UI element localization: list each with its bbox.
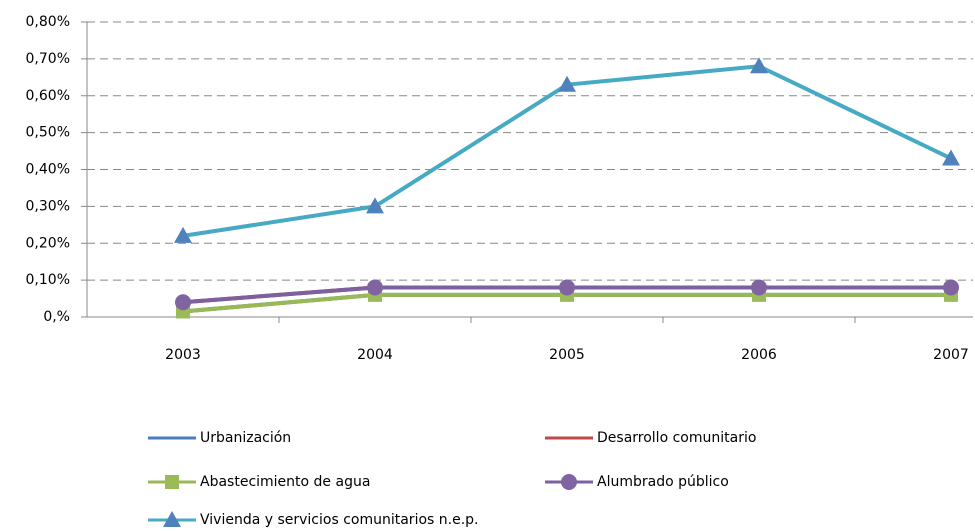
y-tick-label: 0,60% [26, 88, 70, 104]
marker [165, 475, 179, 489]
marker [367, 279, 383, 296]
marker [366, 197, 384, 214]
marker [943, 279, 959, 296]
y-tick-label: 0,70% [26, 51, 70, 67]
x-tick-label: 2007 [933, 347, 969, 363]
marker [174, 226, 192, 243]
x-tick-label: 2004 [357, 347, 393, 363]
y-tick-label: 0,30% [26, 198, 70, 214]
marker [561, 474, 577, 490]
x-tick-label: 2006 [741, 347, 777, 363]
x-tick-label: 2003 [165, 347, 201, 363]
marker [750, 57, 768, 74]
marker [942, 149, 960, 166]
legend-label: Desarrollo comunitario [597, 430, 756, 446]
marker [559, 279, 575, 296]
x-tick-label: 2005 [549, 347, 585, 363]
marker [163, 511, 181, 527]
legend-label: Urbanización [200, 430, 291, 446]
marker [175, 294, 191, 311]
legend-label: Alumbrado público [597, 474, 729, 490]
y-tick-label: 0,10% [26, 272, 70, 288]
y-tick-label: 0,80% [26, 14, 70, 30]
marker [558, 75, 576, 92]
legend-label: Abastecimiento de agua [200, 474, 370, 490]
y-tick-label: 0,50% [26, 125, 70, 141]
series-line [182, 64, 952, 238]
legend-label: Vivienda y servicios comunitarios n.e.p. [200, 512, 479, 528]
y-tick-label: 0,40% [26, 162, 70, 178]
y-tick-label: 0,% [43, 309, 70, 325]
marker [751, 279, 767, 296]
y-tick-label: 0,20% [26, 235, 70, 251]
